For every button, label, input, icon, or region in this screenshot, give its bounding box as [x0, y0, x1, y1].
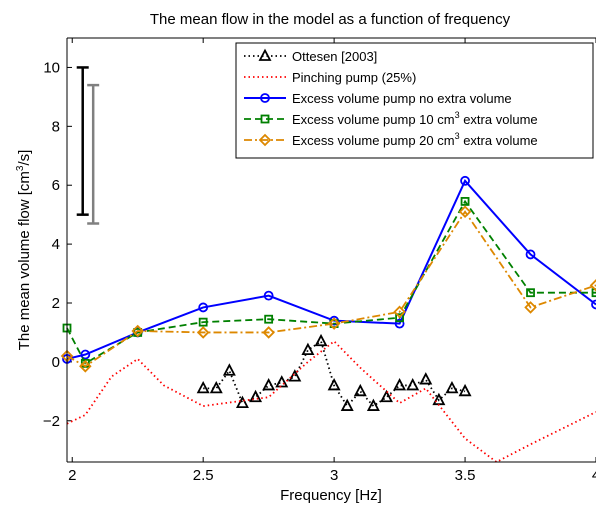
y-axis-label: The mean volume flow [cm3/s]: [15, 150, 33, 351]
series-line-2: [66, 178, 596, 360]
data-point: [591, 288, 596, 298]
error-bars: [76, 66, 100, 225]
data-point: [419, 372, 433, 385]
data-point: [525, 249, 536, 260]
y-tick-label: 10: [43, 59, 60, 76]
data-point: [526, 288, 535, 298]
legend-entry-part: Excess volume pump no extra volume: [292, 91, 512, 106]
x-tick-label: 2: [68, 467, 76, 484]
y-tick-label: 8: [52, 118, 60, 135]
data-point: [445, 380, 459, 394]
y-axis-label-part: 3: [15, 165, 26, 171]
legend-entry-part: 3: [455, 110, 460, 120]
x-tick-label: 4: [592, 467, 596, 484]
data-point: [249, 389, 263, 403]
series-0: [196, 333, 472, 411]
series-1: [66, 340, 596, 464]
data-point: [340, 398, 354, 411]
series-line-1: [66, 340, 596, 464]
axis-ticks: 2 2.5 3 3.5 4 −2 0 2 4 6 8 10: [43, 38, 596, 484]
data-point: [80, 349, 91, 360]
x-tick-label: 3.5: [455, 467, 476, 484]
legend-entry-part: Pinching pump (25%): [292, 70, 416, 85]
legend-entry-part: extra volume: [460, 133, 538, 148]
data-point: [131, 324, 144, 338]
data-point: [264, 314, 274, 324]
legend-entry-part: Ottesen [2003]: [292, 49, 377, 64]
y-axis-label-part: The mean volume flow [cm: [16, 171, 33, 350]
x-tick-label: 2.5: [193, 467, 214, 484]
y-tick-label: 6: [52, 177, 60, 194]
data-point: [301, 342, 315, 356]
legend-entry: Ottesen [2003]: [292, 49, 377, 64]
data-point: [591, 299, 596, 310]
data-point: [589, 279, 596, 292]
data-point: [275, 375, 289, 388]
series-line-0: [203, 339, 466, 408]
legend-entry-part: Excess volume pump 20 cm: [292, 133, 455, 148]
data-point: [196, 326, 210, 339]
legend-entry: Excess volume pump 10 cm3 extra volume: [292, 110, 538, 127]
data-point: [262, 378, 276, 391]
data-point: [393, 305, 406, 319]
legend-entry: Pinching pump (25%): [292, 70, 416, 85]
chart-title: The mean flow in the model as a function…: [150, 11, 511, 28]
legend-entry-part: Excess volume pump 10 cm: [292, 112, 455, 127]
data-point: [393, 378, 407, 391]
data-point: [458, 205, 472, 218]
data-point: [79, 360, 92, 373]
data-point: [380, 389, 393, 403]
x-tick-label: 3: [330, 467, 338, 484]
data-point: [327, 378, 341, 391]
legend-marker: [260, 93, 270, 103]
data-point: [262, 326, 275, 339]
y-tick-label: 0: [52, 354, 60, 371]
legend-marker: [258, 133, 272, 147]
data-point: [209, 380, 223, 394]
legend: Ottesen [2003] Pinching pump (25%) Excess …: [235, 42, 594, 159]
series-line-4: [66, 210, 596, 368]
data-point: [524, 301, 537, 314]
series-layer: [60, 175, 596, 464]
data-point: [196, 380, 210, 394]
legend-box: [235, 42, 594, 159]
data-point: [460, 175, 470, 186]
data-point: [394, 318, 405, 329]
y-tick-label: 2: [52, 295, 60, 312]
data-point: [198, 302, 209, 313]
legend-marker: [260, 114, 270, 124]
data-point: [460, 197, 470, 206]
legend-entry-part: 3: [455, 131, 460, 141]
data-point: [406, 378, 420, 391]
data-point: [353, 383, 367, 397]
y-axis-label-part: /s]: [16, 150, 33, 166]
x-axis-label: Frequency [Hz]: [280, 487, 382, 504]
data-point: [263, 290, 274, 301]
data-point: [222, 363, 236, 376]
legend-entry: Excess volume pump 20 cm3 extra volume: [292, 131, 538, 148]
data-point: [327, 317, 341, 330]
data-point: [395, 313, 404, 323]
data-point: [288, 369, 302, 382]
series-2: [62, 175, 596, 364]
legend-marker: [258, 48, 272, 61]
data-point: [198, 317, 208, 327]
legend-entry-part: extra volume: [460, 112, 538, 127]
data-point: [235, 395, 249, 409]
legend-entry: Excess volume pump no extra volume: [292, 91, 512, 106]
data-point: [314, 333, 328, 347]
y-tick-label: −2: [43, 413, 60, 430]
data-point: [366, 398, 380, 411]
data-point: [458, 383, 472, 397]
y-tick-label: 4: [52, 236, 60, 253]
